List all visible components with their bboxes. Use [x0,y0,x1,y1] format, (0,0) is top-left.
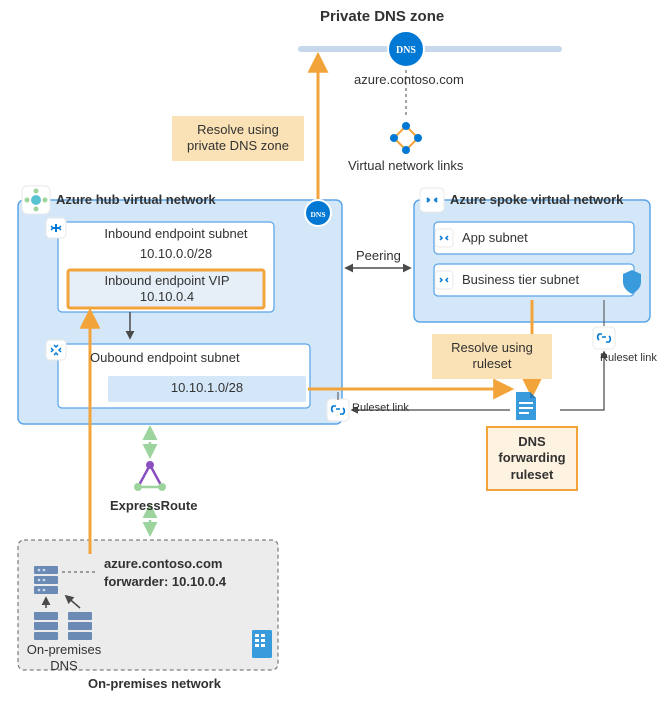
vip-label: Inbound endpoint VIP [72,273,262,288]
page-title: Private DNS zone [320,8,444,25]
callout-resolve-ruleset: Resolve using ruleset [432,334,552,379]
ruleset-line: ruleset [498,467,566,483]
onprem-network-label: On-premises network [88,676,221,691]
virtual-network-links-label: Virtual network links [348,158,463,173]
dns-forwarding-ruleset: DNS forwarding ruleset [486,426,578,491]
forwarder-line2: forwarder: 10.10.0.4 [104,574,226,589]
forwarder-line1: azure.contoso.com [104,556,222,571]
callout-line: Resolve using [182,122,294,138]
callout-line: private DNS zone [182,138,294,154]
callout-line: Resolve using [442,340,542,356]
callout-resolve-private: Resolve using private DNS zone [172,116,304,161]
app-subnet-label: App subnet [462,230,528,245]
onprem-dns-line: DNS [24,658,104,674]
ruleset-line: forwarding [498,450,566,466]
callout-line: ruleset [442,356,542,372]
svg-text:DNS: DNS [396,45,416,56]
ruleset-link-2: Ruleset link [600,352,657,364]
expressroute-label: ExpressRoute [110,498,197,513]
svg-text:DNS: DNS [310,210,325,219]
spoke-title: Azure spoke virtual network [450,192,623,207]
inbound-subnet-cidr: 10.10.0.0/28 [86,246,266,261]
vip-ip: 10.10.0.4 [72,289,262,304]
onprem-dns-label: On-premises DNS [24,642,104,673]
ruleset-link-1: Ruleset link [352,402,409,414]
biz-subnet-label: Business tier subnet [462,272,579,287]
zone-name: azure.contoso.com [354,72,464,87]
outbound-subnet-label: Oubound endpoint subnet [90,350,240,365]
ruleset-line: DNS [498,434,566,450]
peering-label: Peering [356,248,401,263]
inbound-subnet-label: Inbound endpoint subnet [86,226,266,241]
hub-title: Azure hub virtual network [56,192,216,207]
onprem-dns-line: On-premises [24,642,104,658]
outbound-subnet-cidr: 10.10.1.0/28 [112,380,302,395]
